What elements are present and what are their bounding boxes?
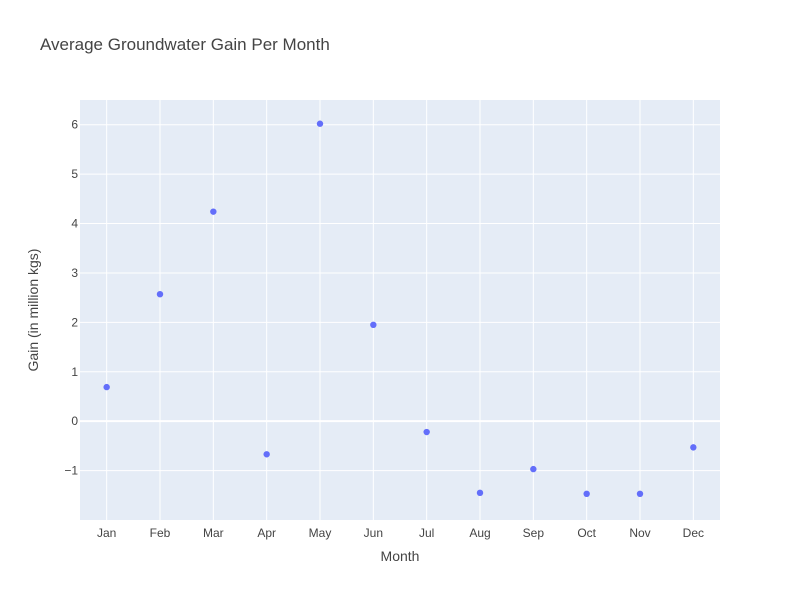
y-tick-label: 0 xyxy=(71,414,78,428)
data-point-aug[interactable] xyxy=(476,489,484,497)
y-tick-label: 2 xyxy=(71,315,78,329)
x-tick-label: Feb xyxy=(150,526,171,540)
x-tick-label: Jan xyxy=(97,526,116,540)
grid xyxy=(80,100,720,520)
x-tick-label: Oct xyxy=(577,526,596,540)
data-point-nov[interactable] xyxy=(636,490,644,498)
data-point-sep[interactable] xyxy=(530,465,537,473)
x-tick-label: Nov xyxy=(629,526,650,540)
x-tick-label: Aug xyxy=(469,526,490,540)
x-axis-ticks: Jan Feb Mar Apr May Jun Jul Aug Sep Oct Nov Dec xyxy=(97,526,704,540)
data-point-jul[interactable] xyxy=(423,428,430,436)
x-tick-label: Jul xyxy=(419,526,434,540)
x-axis-title: Month xyxy=(381,548,420,564)
plot-area xyxy=(80,100,720,520)
y-tick-label: 3 xyxy=(71,266,78,280)
data-point-apr[interactable] xyxy=(263,451,270,458)
x-tick-label: May xyxy=(309,526,332,540)
x-tick-label: Dec xyxy=(683,526,704,540)
x-tick-label: Apr xyxy=(257,526,276,540)
data-point-dec[interactable] xyxy=(690,444,697,451)
data-point-jan[interactable] xyxy=(103,383,110,391)
data-point-mar[interactable] xyxy=(210,208,217,215)
chart-title: Average Groundwater Gain Per Month xyxy=(40,35,330,54)
data-point-feb[interactable] xyxy=(156,290,164,298)
y-tick-label: −1 xyxy=(64,464,78,478)
y-tick-label: 6 xyxy=(71,118,78,132)
y-axis-ticks: −1 0 1 2 3 4 5 6 xyxy=(64,118,78,478)
y-tick-label: 4 xyxy=(71,217,78,231)
y-tick-label: 1 xyxy=(71,365,78,379)
y-tick-label: 5 xyxy=(71,167,78,181)
data-point-may[interactable] xyxy=(316,120,324,127)
x-tick-label: Sep xyxy=(523,526,545,540)
data-point-jun[interactable] xyxy=(370,321,377,329)
data-point-oct[interactable] xyxy=(583,490,590,498)
y-axis-title: Gain (in million kgs) xyxy=(25,249,41,372)
x-tick-label: Mar xyxy=(203,526,224,540)
x-tick-label: Jun xyxy=(364,526,383,540)
scatter-points xyxy=(103,120,697,498)
